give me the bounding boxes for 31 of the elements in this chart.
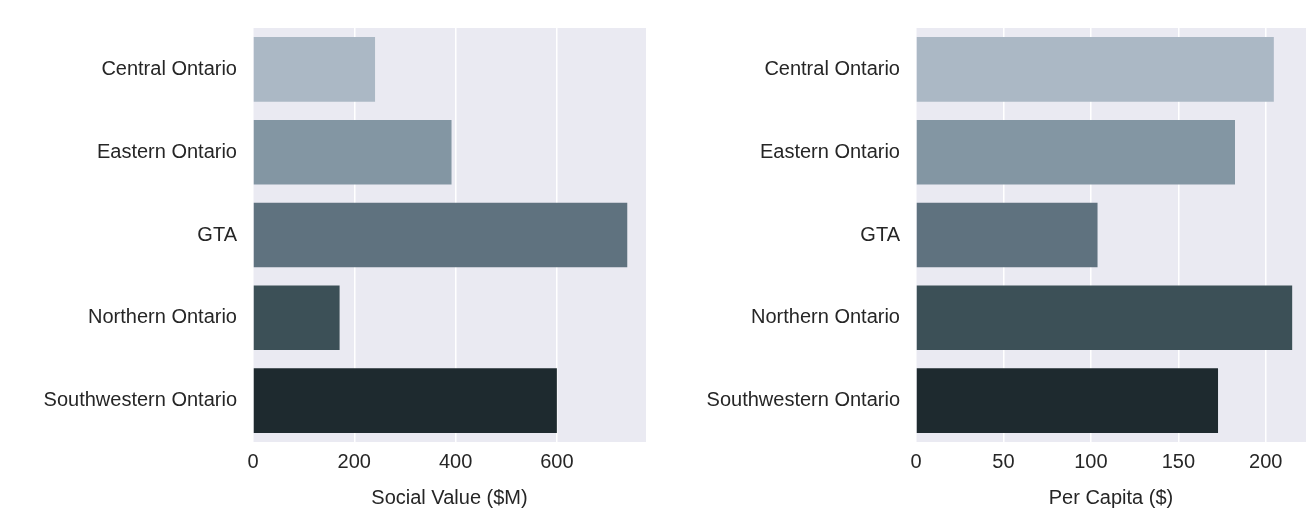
x-tick-label: 150 (1161, 449, 1196, 472)
x-axis-title: Social Value ($M) (371, 485, 528, 508)
y-tick-label: GTA (860, 222, 901, 245)
y-tick-label: Northern Ontario (88, 305, 237, 328)
x-tick-label: 600 (540, 449, 574, 472)
y-tick-label: Southwestern Ontario (43, 388, 237, 411)
bar (253, 202, 628, 268)
x-tick-label: 200 (1249, 449, 1283, 472)
y-tick-label: Southwestern Ontario (706, 388, 900, 411)
bar (916, 202, 1098, 268)
x-tick-label: 400 (438, 449, 473, 472)
y-tick-label: Central Ontario (101, 56, 237, 79)
x-tick-label: 50 (992, 449, 1015, 472)
y-tick-label: GTA (197, 222, 238, 245)
bar (916, 368, 1219, 433)
x-tick-label: 100 (1074, 449, 1108, 472)
bar (916, 119, 1235, 185)
bar (253, 285, 340, 351)
bar (916, 37, 1274, 102)
x-tick-label: 200 (337, 449, 371, 472)
bar (253, 119, 452, 185)
y-tick-label: Eastern Ontario (96, 139, 237, 162)
bar (253, 37, 376, 102)
bar (916, 285, 1293, 351)
y-tick-label: Central Ontario (764, 56, 900, 79)
y-tick-label: Northern Ontario (751, 305, 900, 328)
x-axis-title: Per Capita ($) (1048, 485, 1174, 508)
y-tick-label: Eastern Ontario (759, 139, 900, 162)
bar (253, 368, 557, 433)
x-tick-label: 0 (247, 449, 259, 472)
x-tick-label: 0 (910, 449, 922, 472)
